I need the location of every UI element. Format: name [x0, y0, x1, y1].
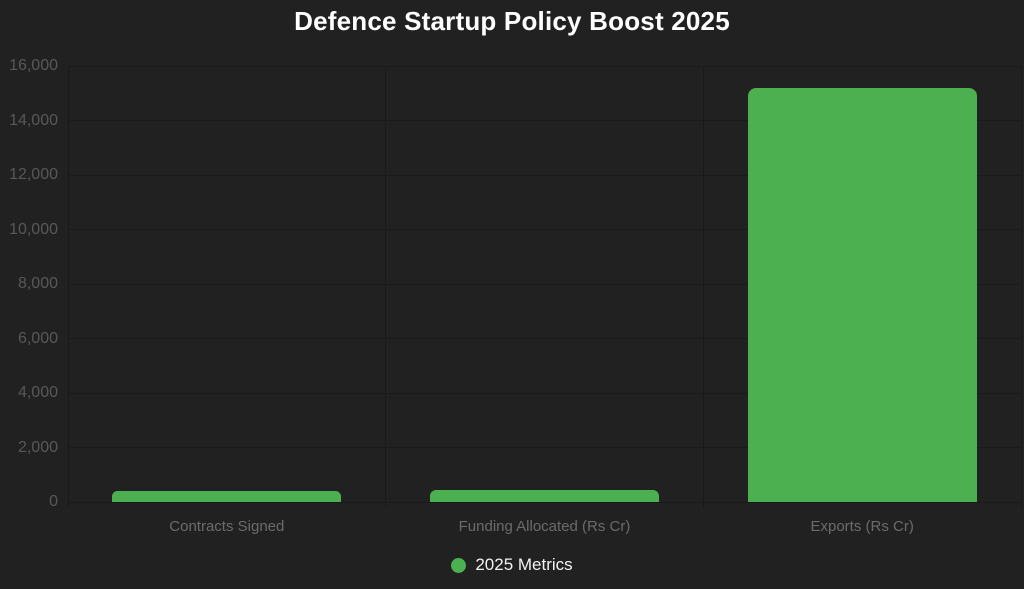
x-gridline: [385, 66, 387, 508]
y-axis-tick-label: 14,000: [9, 111, 58, 129]
y-axis-tick-label: 4,000: [17, 384, 58, 401]
y-gridline: [68, 174, 1021, 176]
plot-area: [67, 65, 1022, 508]
y-axis-tick-label: 8,000: [17, 275, 58, 292]
x-axis-label: Contracts Signed: [169, 518, 285, 535]
legend-label[interactable]: 2025 Metrics: [475, 555, 573, 574]
y-axis-tick-label: 6,000: [17, 329, 58, 347]
y-gridline: [68, 447, 1021, 448]
bar[interactable]: [430, 489, 659, 502]
y-gridline: [68, 338, 1021, 339]
x-axis-label: Funding Allocated (Rs Cr): [458, 518, 631, 535]
x-gridline: [1020, 66, 1022, 508]
y-gridline: [68, 120, 1021, 121]
x-axis-label: Exports (Rs Cr): [810, 518, 914, 535]
y-axis-tick-label: 16,000: [9, 57, 58, 74]
y-axis-tick-label: 2,000: [17, 438, 58, 456]
legend-marker-icon[interactable]: [451, 557, 467, 573]
x-gridline: [702, 66, 704, 508]
bar[interactable]: [112, 491, 342, 502]
chart-title: Defence Startup Policy Boost 2025: [294, 6, 730, 36]
y-gridline: [68, 65, 1021, 67]
y-gridline: [68, 229, 1021, 230]
y-axis-tick-label: 12,000: [9, 166, 58, 183]
legend: 2025 Metrics: [0, 555, 1024, 575]
y-gridline: [68, 392, 1021, 394]
y-gridline: [68, 283, 1021, 285]
y-gridline: [68, 501, 1021, 503]
bar[interactable]: [747, 87, 977, 502]
x-gridline: [67, 66, 69, 508]
y-axis-tick-label: 10,000: [9, 220, 58, 238]
y-axis-tick-label: 0: [49, 493, 58, 510]
